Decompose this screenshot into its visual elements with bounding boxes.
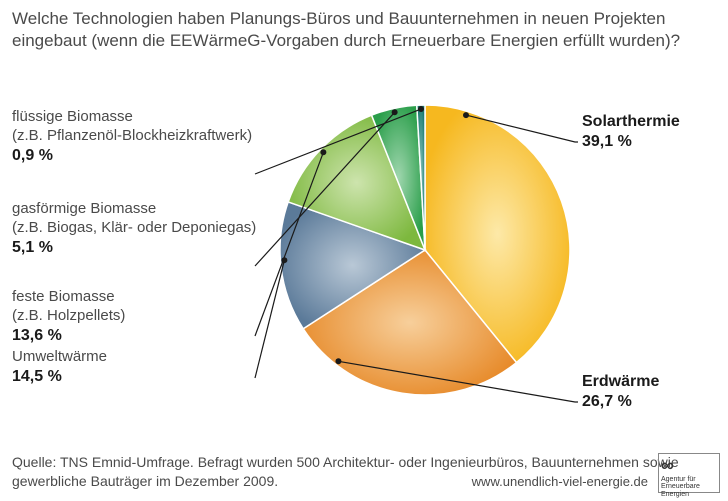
label-desc: (z.B. Holzpellets) — [12, 307, 125, 326]
label-pct: 5,1 % — [12, 238, 256, 258]
infinity-icon: ∞ — [661, 456, 717, 476]
label-gas_biomasse: gasförmige Biomasse(z.B. Biogas, Klär- o… — [12, 200, 256, 258]
label-desc: (z.B. Pflanzenöl-Blockheizkraftwerk) — [12, 127, 252, 146]
label-solarthermie: Solarthermie39,1 % — [582, 112, 680, 152]
label-pct: 0,9 % — [12, 146, 252, 166]
label-name: Umweltwärme — [12, 348, 107, 367]
label-pct: 26,7 % — [582, 392, 659, 412]
pie-chart — [280, 105, 570, 395]
label-pct: 13,6 % — [12, 326, 125, 346]
label-desc: (z.B. Biogas, Klär- oder Deponiegas) — [12, 219, 256, 238]
chart-title: Welche Technologien haben Planungs-Büros… — [12, 8, 716, 52]
logo-text: Agentur für Erneuerbare Energien — [661, 476, 717, 499]
label-fluessige_biomasse: flüssige Biomasse(z.B. Pflanzenöl-Blockh… — [12, 108, 252, 166]
label-name: feste Biomasse — [12, 288, 125, 307]
label-pct: 39,1 % — [582, 132, 680, 152]
label-name: Erdwärme — [582, 372, 659, 392]
label-name: gasförmige Biomasse — [12, 200, 256, 219]
agency-logo: ∞ Agentur für Erneuerbare Energien — [658, 453, 720, 493]
label-erdwaerme: Erdwärme26,7 % — [582, 372, 659, 412]
label-umweltwaerme: Umweltwärme14,5 % — [12, 348, 107, 387]
site-url: www.unendlich-viel-energie.de — [472, 474, 648, 489]
label-feste_biomasse: feste Biomasse(z.B. Holzpellets)13,6 % — [12, 288, 125, 346]
label-name: flüssige Biomasse — [12, 108, 252, 127]
label-name: Solarthermie — [582, 112, 680, 132]
label-pct: 14,5 % — [12, 367, 107, 387]
